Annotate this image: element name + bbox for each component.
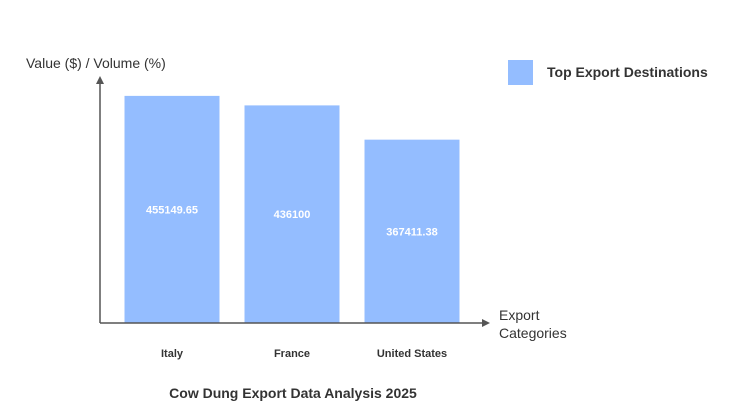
y-axis-arrow bbox=[96, 76, 104, 84]
bar-value-label: 367411.38 bbox=[386, 226, 437, 238]
value-labels-layer: 455149.65 436100 367411.38 bbox=[146, 204, 438, 238]
x-tick-label: France bbox=[274, 348, 310, 360]
bar-value-label: 436100 bbox=[274, 209, 311, 221]
legend-swatch bbox=[508, 60, 533, 85]
y-axis-label: Value ($) / Volume (%) bbox=[26, 55, 166, 71]
legend-label: Top Export Destinations bbox=[547, 64, 708, 80]
x-axis-label-line2: Categories bbox=[499, 325, 567, 341]
bar-france bbox=[244, 105, 340, 323]
x-axis-arrow bbox=[482, 319, 490, 327]
bar-value-label: 455149.65 bbox=[146, 204, 198, 216]
x-tick-label: Italy bbox=[161, 348, 184, 360]
chart-title: Cow Dung Export Data Analysis 2025 bbox=[169, 385, 417, 401]
bars-layer bbox=[124, 95, 460, 324]
tick-labels-layer: Italy France United States bbox=[161, 348, 447, 360]
bar-italy bbox=[124, 95, 220, 324]
x-axis-label-line1: Export bbox=[499, 307, 540, 323]
bar-united-states bbox=[364, 139, 460, 323]
legend: Top Export Destinations bbox=[508, 60, 708, 85]
x-tick-label: United States bbox=[377, 348, 447, 360]
